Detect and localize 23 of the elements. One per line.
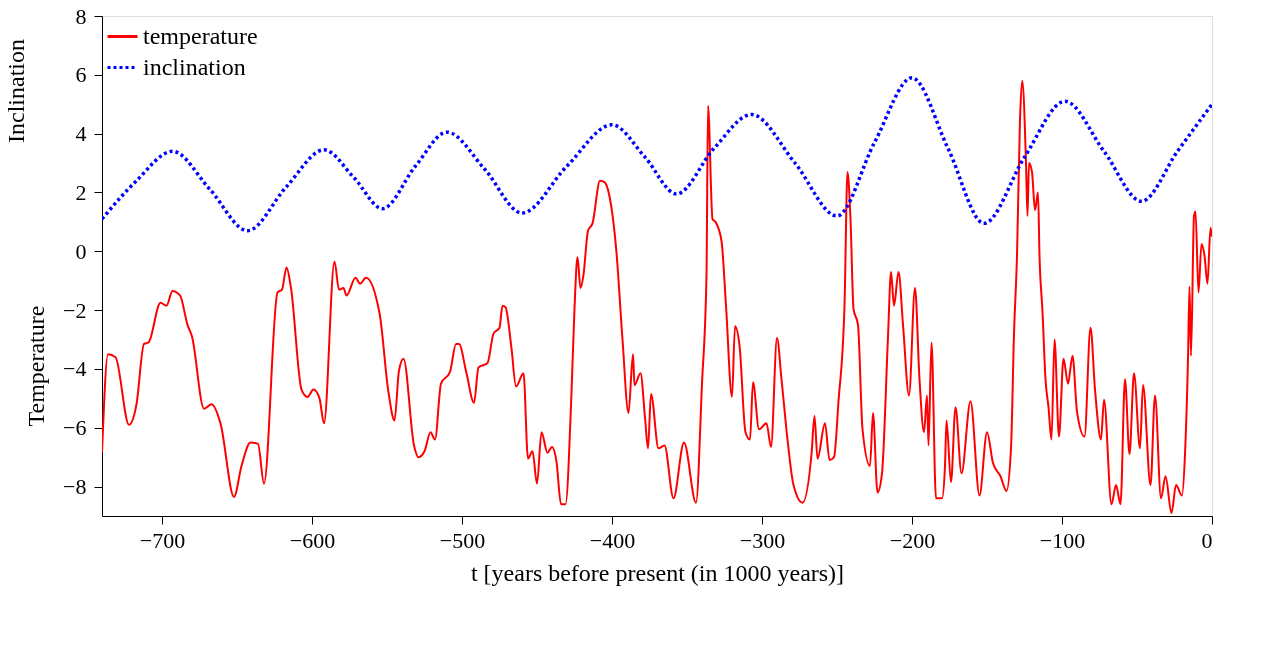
x-axis-title: t [years before present (in 1000 years)] [470,559,845,586]
x-tick-label: −200 [889,527,936,553]
legend-label: inclination [143,53,246,80]
y-axis-title: Temperature [23,305,50,427]
y-tick-label: 8 [75,3,87,29]
y-tick-label: 6 [75,62,87,88]
x-tick-label: −500 [439,527,486,553]
y-tick-label: −6 [63,415,87,441]
x-tick-label: −400 [589,527,636,553]
y-tick-label: −4 [63,356,87,382]
y-tick-label: 0 [75,238,87,264]
line-series [102,76,1212,233]
y-tick-label: −8 [63,474,87,500]
x-tick-label: −700 [139,527,186,553]
y-tick-label: 4 [75,121,87,147]
x-tick-label: −300 [739,527,786,553]
legend-label: temperature [143,22,258,49]
x-tick-label: 0 [1201,527,1213,553]
x-tick-label: −600 [289,527,336,553]
x-tick-label: −100 [1039,527,1086,553]
y-tick-label: −2 [63,297,87,323]
y-tick-label: 2 [75,179,87,205]
text: Inclination [3,39,29,143]
